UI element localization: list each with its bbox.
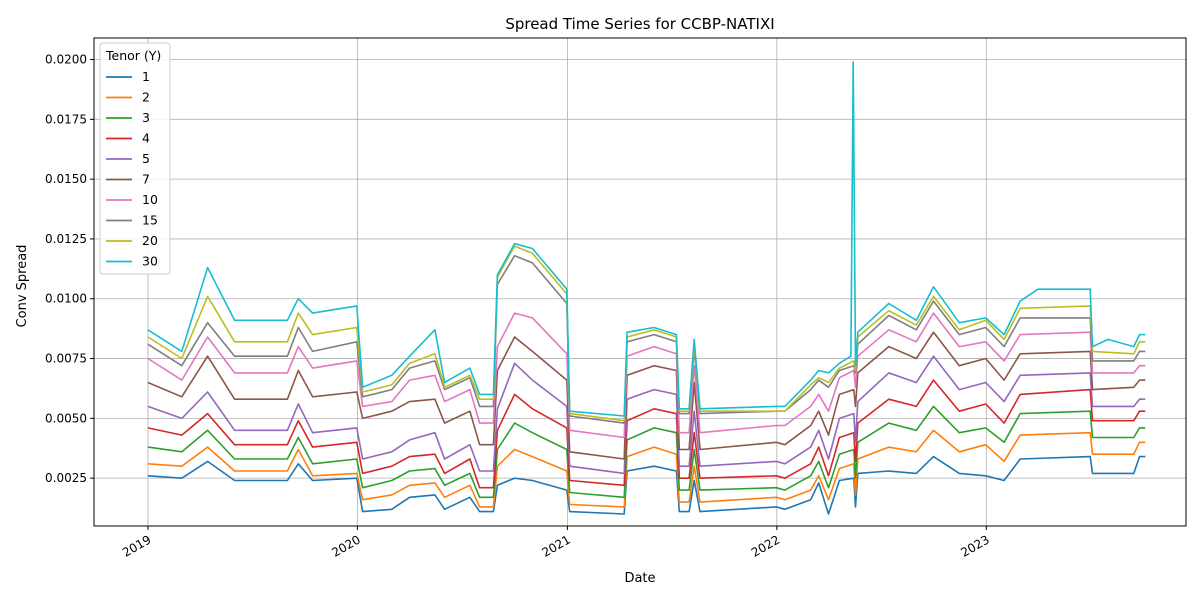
y-tick-label: 0.0200 [45,53,87,67]
legend-title: Tenor (Y) [105,48,161,63]
x-axis-label: Date [624,571,655,586]
chart-title: Spread Time Series for CCBP-NATIXI [505,15,774,33]
legend: Tenor (Y) 1 2 3 4 5 7 10 15 20 30 [99,42,171,275]
legend-label-10: 10 [142,192,158,207]
legend-label-15: 15 [142,213,158,228]
legend-label-3: 3 [142,110,150,125]
y-tick-label: 0.0100 [45,292,87,306]
y-tick-label: 0.0075 [45,352,87,366]
legend-label-20: 20 [142,233,158,248]
legend-label-4: 4 [142,131,150,146]
y-tick-label: 0.0150 [45,172,87,186]
series-lines [147,61,1146,515]
legend-box [99,42,171,275]
legend-label-5: 5 [142,151,150,166]
y-tick-label: 0.0175 [45,112,87,126]
series-line-30 [147,61,1146,417]
series-line-2 [147,429,1146,508]
legend-label-2: 2 [142,90,150,105]
y-tick-label: 0.0025 [45,471,87,485]
legend-label-30: 30 [142,254,158,269]
y-tick-label: 0.0125 [45,232,87,246]
y-tick-label: 0.0050 [45,411,87,425]
legend-label-1: 1 [142,69,150,84]
y-axis-label: Conv Spread [15,245,30,328]
plot-area-frame [93,37,1187,527]
legend-label-7: 7 [142,172,150,187]
